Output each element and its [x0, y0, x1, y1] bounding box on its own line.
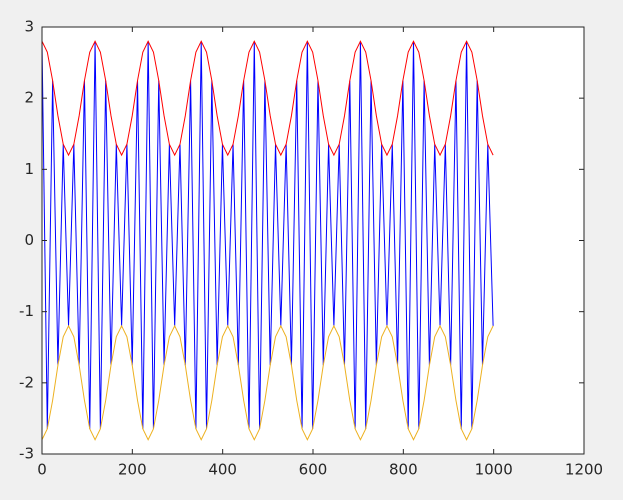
y-tick-label: 3: [24, 18, 34, 36]
x-tick-label: 400: [208, 461, 237, 479]
x-tick-label: 0: [37, 461, 47, 479]
series-line: [41, 40, 494, 157]
x-tick-label: 600: [299, 461, 328, 479]
y-tick-label: -1: [19, 302, 34, 320]
y-tick-label: 1: [24, 160, 34, 178]
series-line: [41, 41, 494, 429]
x-tick-label: 1200: [565, 461, 603, 479]
y-tick-label: -3: [19, 445, 34, 463]
x-tick-label: 800: [389, 461, 418, 479]
x-tick-label: 200: [118, 461, 147, 479]
y-tick-label: 0: [24, 231, 34, 249]
y-tick-label: 2: [24, 89, 34, 107]
y-tick-label: -2: [19, 373, 34, 391]
x-tick-label: 1000: [475, 461, 513, 479]
series-line: [41, 324, 494, 441]
